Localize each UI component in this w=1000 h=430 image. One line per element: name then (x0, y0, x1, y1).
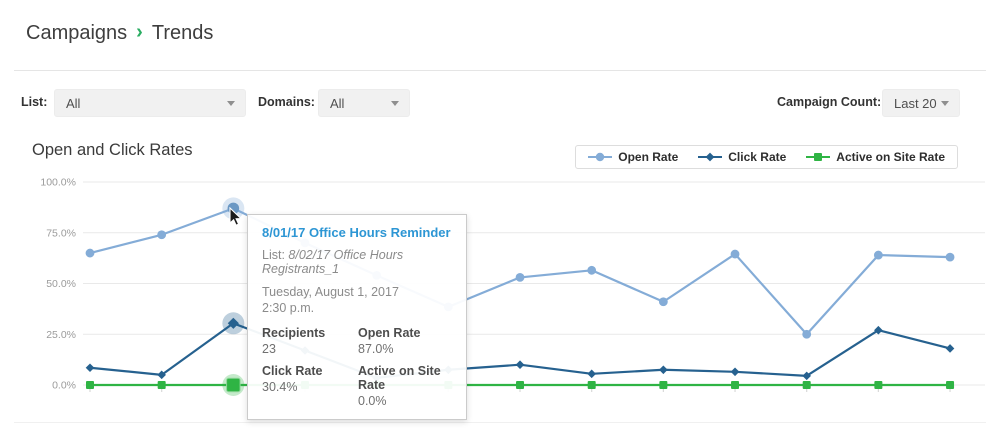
chart-title: Open and Click Rates (32, 141, 193, 159)
list-filter-label: List: (21, 95, 48, 109)
list-filter-dropdown[interactable]: All (54, 89, 246, 117)
tooltip-stat: Active on Site Rate 0.0% (358, 364, 452, 408)
mouse-cursor-icon (229, 207, 243, 227)
legend-square-marker-icon (806, 153, 831, 161)
tooltip-datetime: Tuesday, August 1, 2017 2:30 p.m. (262, 284, 452, 317)
legend-label: Active on Site Rate (836, 150, 945, 164)
y-axis-tick-label: 100.0% (40, 177, 76, 189)
legend-diamond-marker-icon (698, 152, 723, 162)
footer-divider (14, 422, 986, 423)
legend-item-active-on-site-rate[interactable]: Active on Site Rate (806, 150, 945, 164)
legend-label: Click Rate (728, 150, 787, 164)
y-axis-tick-label: 75.0% (46, 227, 76, 239)
y-axis-tick-label: 50.0% (46, 278, 76, 290)
tooltip-stat-label: Click Rate (262, 363, 323, 378)
tooltip-stat-value: 30.4% (262, 379, 298, 394)
legend-label: Open Rate (618, 150, 679, 164)
tooltip-stat: Open Rate 87.0% (358, 326, 452, 356)
tooltip-stat: Recipients 23 (262, 326, 358, 356)
breadcrumb: Campaigns › Trends (26, 21, 214, 45)
breadcrumb-current: Trends (151, 22, 214, 44)
header-divider (14, 70, 986, 71)
legend-item-click-rate[interactable]: Click Rate (698, 150, 786, 164)
chevron-down-icon (227, 100, 235, 106)
list-filter-value: All (66, 95, 81, 111)
tooltip-list-label: List: (262, 248, 285, 262)
tooltip-list-value: 8/02/17 Office Hours Registrants_1 (262, 248, 404, 276)
chevron-down-icon (391, 100, 399, 106)
tooltip-stat-label: Active on Site Rate (358, 363, 441, 392)
tooltip-stat-label: Open Rate (358, 325, 421, 340)
legend-circle-marker-icon (588, 152, 613, 162)
tooltip-stats: Recipients 23 Open Rate 87.0% Click Rate 30.4… (262, 326, 452, 408)
y-axis-tick-label: 0.0% (52, 380, 76, 392)
tooltip-stat-value: 23 (262, 341, 276, 356)
tooltip-list-line: List: 8/02/17 Office Hours Registrants_1 (262, 248, 452, 276)
tooltip-stat-value: 87.0% (358, 341, 394, 356)
domains-filter-dropdown[interactable]: All (318, 89, 410, 117)
chart-legend: Open Rate Click Rate Active on Site Rate (575, 145, 958, 169)
tooltip-stat-value: 0.0% (358, 393, 387, 408)
campaign-count-label: Campaign Count: (777, 95, 882, 109)
breadcrumb-chevron-icon: › (136, 21, 143, 43)
tooltip-time: 2:30 p.m. (262, 301, 315, 316)
breadcrumb-parent[interactable]: Campaigns (26, 22, 128, 44)
campaign-count-dropdown[interactable]: Last 20 (882, 89, 960, 117)
chevron-down-icon (941, 100, 949, 106)
y-axis-tick-label: 25.0% (46, 329, 76, 341)
domains-filter-value: All (330, 95, 345, 111)
tooltip-stat-label: Recipients (262, 325, 326, 340)
tooltip-stat: Click Rate 30.4% (262, 364, 358, 408)
tooltip-date: Tuesday, August 1, 2017 (262, 285, 399, 299)
tooltip-campaign-title: 8/01/17 Office Hours Reminder (262, 225, 451, 240)
domains-filter-label: Domains: (258, 95, 315, 109)
campaign-tooltip: 8/01/17 Office Hours Reminder List: 8/02… (247, 214, 467, 420)
campaign-count-value: Last 20 (894, 95, 937, 111)
legend-item-open-rate[interactable]: Open Rate (588, 150, 678, 164)
